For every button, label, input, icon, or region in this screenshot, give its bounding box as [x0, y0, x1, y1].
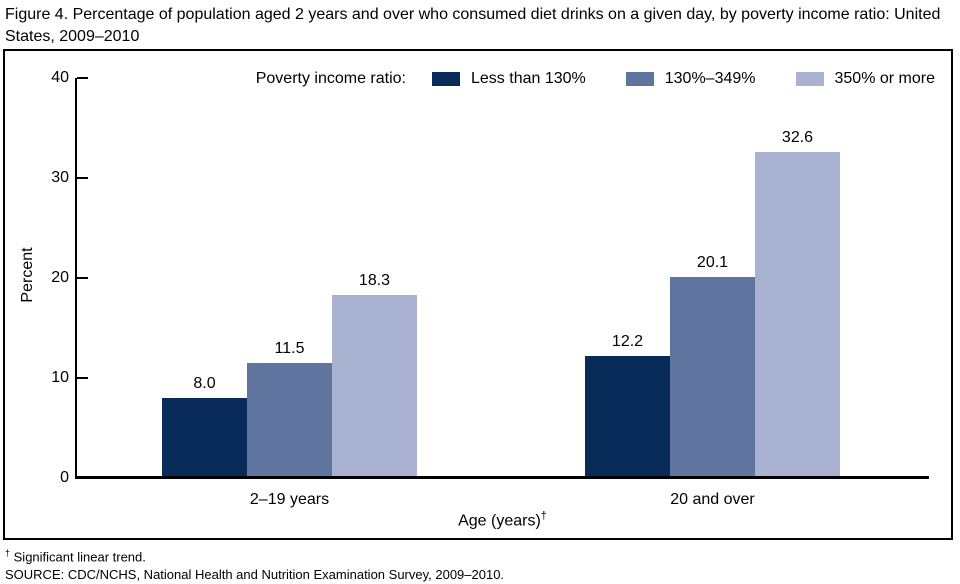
footnote-source: SOURCE: CDC/NCHS, National Health and Nu…: [5, 567, 505, 583]
bar: [670, 277, 755, 478]
legend-item-label: 350% or more: [834, 70, 936, 87]
legend-item: 350% or more: [795, 70, 936, 88]
dagger-icon: †: [5, 548, 11, 558]
plot-area: 0 10 20 30 40 8.0 11.5 18.3 2–19 years 12.2 20.1 32…: [5, 51, 951, 538]
legend-item-label: 130%–349%: [664, 70, 756, 87]
bar: [247, 363, 332, 478]
y-tick: [77, 277, 88, 279]
y-tick: [77, 177, 88, 179]
footnote-trend-text: Significant linear trend.: [13, 549, 146, 565]
y-tick: [77, 77, 88, 79]
y-tick-label: 10: [51, 369, 69, 386]
legend-swatch: [625, 72, 654, 86]
bar-value-label: 20.1: [696, 254, 729, 271]
bar: [332, 295, 417, 478]
y-tick-label: 40: [51, 69, 69, 86]
legend-swatch: [432, 72, 460, 86]
legend-item: 130%–349%: [625, 70, 756, 88]
y-tick: [77, 377, 88, 379]
x-axis-title-text: Age (years): [458, 512, 541, 530]
bar-value-label: 18.3: [358, 272, 391, 289]
legend-item-label: Less than 130%: [471, 70, 586, 87]
bar: [755, 152, 840, 478]
legend-swatch: [795, 72, 824, 86]
bar: [585, 356, 670, 478]
bar: [162, 398, 247, 478]
chart-box: Poverty income ratio: Less than 130% 130%…: [3, 49, 953, 540]
x-axis-title: Age (years)†: [76, 510, 929, 530]
bar-value-label: 11.5: [274, 340, 305, 357]
category-label: 2–19 years: [249, 491, 330, 508]
legend: Poverty income ratio: Less than 130% 130%…: [256, 70, 935, 88]
dagger-icon: †: [540, 510, 547, 522]
bar-value-label: 12.2: [611, 333, 644, 350]
y-axis-line: [75, 78, 77, 479]
footnote-trend: † Significant linear trend.: [5, 544, 504, 566]
y-tick-label: 20: [51, 269, 69, 286]
x-axis-line: [76, 476, 929, 479]
category-label: 20 and over: [670, 491, 755, 508]
y-tick-label: 30: [51, 169, 69, 186]
footnotes: † Significant linear trend. SOURCE: CDC/…: [5, 544, 504, 584]
legend-title: Poverty income ratio:: [255, 70, 406, 87]
legend-item: Less than 130%: [432, 70, 586, 88]
bar-value-label: 8.0: [193, 375, 216, 392]
figure-title: Figure 4. Percentage of population aged …: [5, 6, 941, 45]
bar-value-label: 32.6: [781, 129, 814, 146]
y-tick-label: 0: [60, 469, 69, 486]
